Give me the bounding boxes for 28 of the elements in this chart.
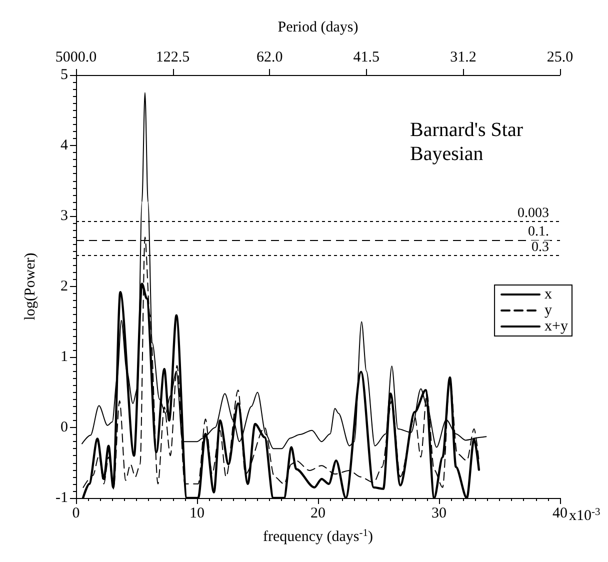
x-tick-label: 20 xyxy=(310,506,326,522)
annotation: 0.1. xyxy=(528,224,549,240)
text: 25.0 xyxy=(546,50,574,66)
x-tick-label: 10 xyxy=(190,506,204,522)
text: 31.2 xyxy=(450,50,476,66)
x-tick-label: 0 xyxy=(72,506,80,522)
legend-label: y xyxy=(544,302,553,318)
x-tick-label: 40 xyxy=(552,506,568,522)
legend-label: x xyxy=(544,286,553,302)
y-axis-title: log(Power) xyxy=(22,252,38,320)
text: 122.5 xyxy=(156,50,190,66)
annotation: Bayesian xyxy=(410,143,484,165)
legend-label: x+y xyxy=(544,318,568,334)
y-tick-label: 2 xyxy=(60,278,68,294)
annotation: 0.3 xyxy=(532,240,549,255)
y-tick-label: -1 xyxy=(56,490,68,506)
text: 41.5 xyxy=(353,50,380,66)
y-tick-label: 3 xyxy=(60,208,68,224)
y-tick-label: 4 xyxy=(60,138,68,154)
x-tick-label: 30 xyxy=(432,506,446,522)
annotation: 0.003 xyxy=(518,206,549,222)
annotation: Barnard's Star xyxy=(410,119,524,141)
x2-axis-title: Period (days) xyxy=(278,20,358,36)
text: 62.0 xyxy=(256,50,283,66)
text: 5000.0 xyxy=(55,50,97,66)
y-tick-label: 0 xyxy=(60,420,68,436)
y-tick-label: 5 xyxy=(60,67,68,83)
y-tick-label: 1 xyxy=(60,349,68,365)
